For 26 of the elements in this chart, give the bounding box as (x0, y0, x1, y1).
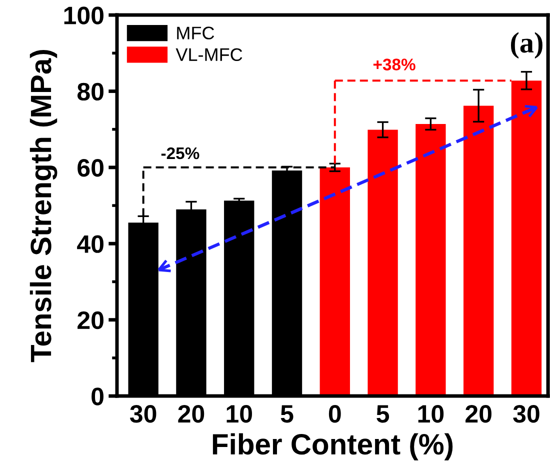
y-tick-label: 60 (78, 159, 104, 177)
x-tick-label: 20 (466, 405, 492, 423)
bar (368, 130, 398, 396)
x-axis-title: Fiber Content (%) (212, 433, 453, 460)
x-tick-label: 30 (130, 405, 156, 423)
annotation: +38% (373, 58, 416, 70)
y-tick-label: 40 (77, 235, 104, 253)
x-tick-label: 20 (178, 405, 204, 423)
legend-label: MFC (177, 26, 214, 40)
x-tick-label: 10 (226, 405, 252, 423)
bar (416, 124, 446, 396)
y-tick-label: 100 (64, 6, 104, 24)
x-tick-label: 10 (418, 405, 444, 423)
annotation: -25% (161, 147, 200, 160)
bar (320, 167, 350, 396)
y-tick-label: 80 (77, 82, 104, 101)
y-tick-label: 0 (92, 388, 104, 406)
x-tick-label: 0 (328, 405, 341, 423)
annotation: (a) (510, 32, 542, 59)
legend-label: VL-MFC (176, 48, 242, 62)
y-axis-title: Tensile Strength (MPa) (30, 50, 58, 362)
x-tick-label: 30 (513, 405, 540, 423)
x-tick-label: 5 (376, 405, 390, 423)
y-tick-label: 20 (78, 311, 104, 330)
x-tick-label: 5 (280, 405, 294, 423)
bar (463, 106, 494, 396)
